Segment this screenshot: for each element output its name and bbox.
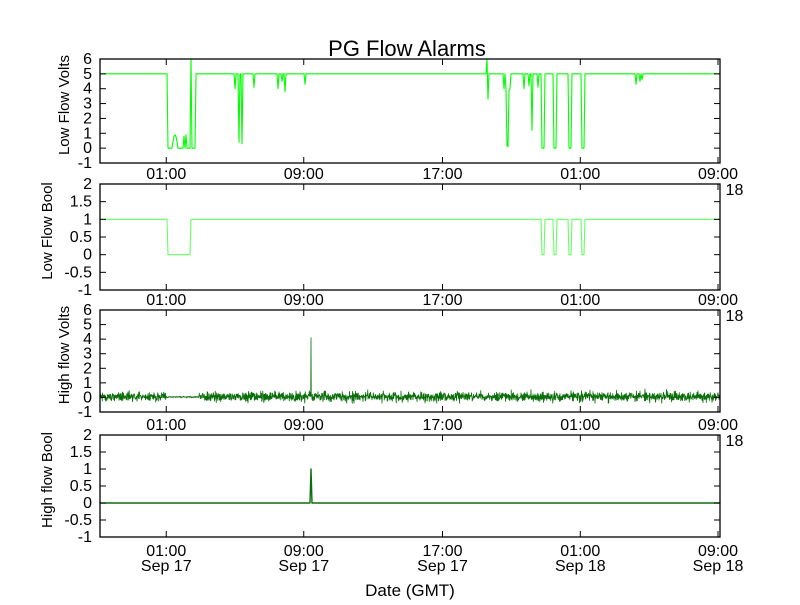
svg-text:Sep 17: Sep 17 bbox=[141, 558, 192, 575]
svg-text:PG Flow Alarms: PG Flow Alarms bbox=[328, 36, 486, 61]
svg-text:Low Flow Volts: Low Flow Volts bbox=[56, 55, 73, 155]
svg-text:0: 0 bbox=[83, 247, 92, 264]
svg-text:Low Flow Bool: Low Flow Bool bbox=[39, 182, 56, 280]
svg-text:09:00: 09:00 bbox=[698, 166, 738, 183]
svg-text:-0.5: -0.5 bbox=[64, 264, 92, 281]
svg-text:1: 1 bbox=[83, 211, 92, 228]
svg-text:Sep 18: Sep 18 bbox=[555, 558, 606, 575]
svg-text:-1: -1 bbox=[78, 404, 92, 421]
svg-text:Sep 18: Sep 18 bbox=[693, 558, 744, 575]
svg-text:High flow Volts: High flow Volts bbox=[56, 306, 73, 404]
svg-text:09:00: 09:00 bbox=[698, 292, 738, 309]
svg-text:09:00: 09:00 bbox=[284, 292, 324, 309]
svg-text:17:00: 17:00 bbox=[422, 417, 462, 434]
svg-text:-1: -1 bbox=[78, 529, 92, 546]
svg-text:01:00: 01:00 bbox=[146, 417, 186, 434]
svg-text:2: 2 bbox=[83, 427, 92, 444]
svg-text:-0.5: -0.5 bbox=[64, 512, 92, 529]
svg-text:-1: -1 bbox=[78, 282, 92, 299]
svg-text:01:00: 01:00 bbox=[146, 292, 186, 309]
svg-text:1: 1 bbox=[83, 461, 92, 478]
svg-text:17:00: 17:00 bbox=[422, 166, 462, 183]
svg-text:0.5: 0.5 bbox=[70, 478, 92, 495]
svg-text:-1: -1 bbox=[78, 155, 92, 172]
svg-text:09:00: 09:00 bbox=[698, 417, 738, 434]
svg-text:0.5: 0.5 bbox=[70, 229, 92, 246]
svg-text:01:00: 01:00 bbox=[146, 166, 186, 183]
svg-text:Date (GMT): Date (GMT) bbox=[365, 581, 455, 600]
svg-text:17:00: 17:00 bbox=[422, 292, 462, 309]
svg-text:2: 2 bbox=[83, 176, 92, 193]
svg-text:High flow Bool: High flow Bool bbox=[39, 432, 56, 528]
svg-text:01:00: 01:00 bbox=[560, 166, 600, 183]
svg-text:01:00: 01:00 bbox=[560, 292, 600, 309]
svg-text:01:00: 01:00 bbox=[560, 417, 600, 434]
svg-text:0: 0 bbox=[83, 495, 92, 512]
svg-text:1.5: 1.5 bbox=[70, 444, 92, 461]
svg-text:1.5: 1.5 bbox=[70, 194, 92, 211]
svg-text:Sep 17: Sep 17 bbox=[417, 558, 468, 575]
svg-text:09:00: 09:00 bbox=[284, 166, 324, 183]
svg-text:09:00: 09:00 bbox=[284, 417, 324, 434]
svg-text:Sep 17: Sep 17 bbox=[278, 558, 329, 575]
